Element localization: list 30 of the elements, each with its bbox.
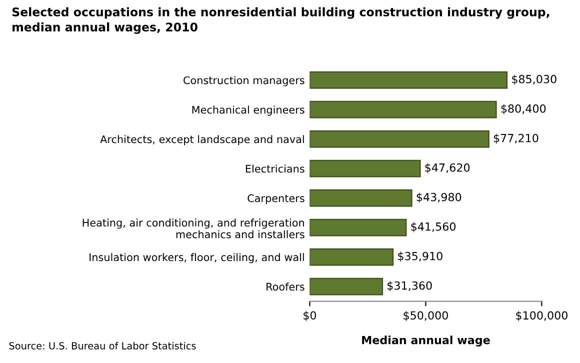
data-label: $47,620 [425, 163, 470, 174]
chart-title: Selected occupations in the nonresidential building construction industry group, median annual wages, 2010 [12, 7, 550, 34]
bar [310, 100, 497, 118]
bar [310, 71, 508, 89]
y-tick-label: Heating, air conditioning, and refrigeration mechanics and installers [82, 218, 304, 238]
bar [310, 130, 490, 148]
y-tick-label: Roofers [266, 282, 304, 291]
data-label: $85,030 [512, 74, 556, 85]
bar [310, 248, 394, 266]
bar [310, 278, 384, 296]
data-label: $35,910 [398, 252, 442, 262]
y-tick-label: Architects, except landscape and naval [100, 135, 304, 146]
y-tick-label: Mechanical engineers [192, 106, 304, 116]
x-tick-label: $100,000 [516, 311, 568, 322]
data-label: $43,980 [416, 192, 462, 203]
x-axis-title: Median annual wage [362, 336, 490, 346]
data-label: $80,400 [501, 104, 546, 114]
y-tick-label: Electricians [246, 164, 304, 173]
data-label: $31,360 [388, 281, 432, 292]
x-tick-label: $0 [304, 311, 316, 322]
x-tick-label: $50,000 [404, 311, 448, 322]
bar [310, 160, 421, 178]
y-tick-label: Insulation workers, floor, ceiling, and wall [90, 253, 304, 264]
bar [310, 189, 412, 207]
source-note: Source: U.S. Bureau of Labor Statistics [9, 342, 196, 350]
bar [310, 218, 407, 236]
y-tick-label: Carpenters [248, 194, 304, 204]
y-tick-label: Construction managers [184, 76, 304, 86]
data-label: $41,560 [411, 222, 456, 232]
data-label: $77,210 [494, 134, 538, 144]
